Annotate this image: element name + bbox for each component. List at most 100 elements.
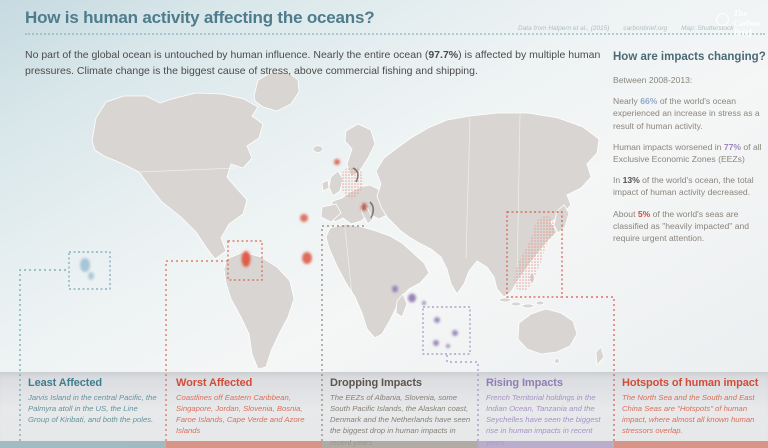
stat-text: In: [613, 175, 623, 186]
korea-strait-patch: [546, 224, 554, 238]
bar-worst-affected: [166, 441, 322, 448]
legend-title: Hotspots of human impact: [622, 377, 759, 389]
cape-verde-red-dot: [302, 252, 312, 264]
legend-color-bars: [0, 441, 768, 448]
page-title: How is human activity affecting the ocea…: [25, 8, 375, 27]
tasmania: [554, 358, 560, 364]
legend-title: Dropping Impacts: [330, 377, 422, 389]
carbon-brief-logo-icon: [715, 13, 729, 26]
legend-title: Least Affected: [28, 377, 102, 389]
tanzania-purple-dot: [392, 285, 398, 293]
legend-band: Least Affected Jarvis Island in the cent…: [0, 372, 768, 448]
legend-body: Coastlines off Eastern Caribbean, Singap…: [176, 393, 305, 436]
dark-coastline-markers: [352, 167, 375, 219]
caribbean-island: [230, 245, 234, 249]
stat-value: 13%: [622, 175, 640, 186]
north-america-landmass: [91, 92, 264, 260]
adriatic-red-dot: [361, 203, 367, 211]
credit-site: carbonbrief.org: [623, 25, 668, 32]
stat-value: 77%: [723, 141, 742, 152]
logo-line: The: [733, 8, 748, 18]
worst-affected-connector: [165, 260, 228, 441]
carbon-brief-logo-text: The Carbon Brief: [733, 8, 760, 38]
indonesia-island: [510, 301, 522, 307]
sidebar-period: Between 2008-2013:: [613, 75, 693, 85]
stat-text: About: [613, 208, 638, 219]
iceland: [312, 145, 324, 153]
stat-text: of all Exclusive Economic Zones (EEZs): [613, 141, 762, 165]
legend-title: Worst Affected: [176, 377, 253, 389]
legend-body: Jarvis Island in the central Pacific, th…: [28, 393, 157, 425]
credit-source: Data from Halpern et al., (2015): [518, 25, 610, 32]
logo-line: Brief: [733, 27, 752, 38]
azores-red-dot: [300, 214, 308, 222]
stat-text: Nearly: [613, 96, 641, 107]
legend-title: Rising Impacts: [486, 377, 563, 389]
credit-map: Map: Shutterstock: [681, 25, 734, 32]
indonesia-island: [498, 297, 512, 303]
carbon-brief-logo: The Carbon Brief: [715, 8, 760, 38]
hotspots-connector: [562, 296, 615, 441]
denmark-marker: [352, 167, 359, 183]
sidebar-heading: How are impacts changing?: [613, 51, 766, 63]
country-borders: [139, 113, 521, 296]
intro-text: No part of the global ocean is untouched…: [25, 49, 429, 61]
bar-rising-impacts: [478, 441, 614, 448]
greenland-landmass: [253, 71, 300, 112]
stat-text: of the world's ocean experienced an incr…: [613, 96, 760, 131]
stat-text: Human impacts worsened in: [613, 141, 724, 152]
adriatic-marker: [369, 201, 375, 219]
bar-least-affected: [0, 441, 166, 448]
legend-body: The North Sea and the South and East Chi…: [622, 393, 755, 436]
south-america-landmass: [223, 251, 295, 370]
seychelles-purple-dot: [408, 293, 416, 303]
indian-ocean-purple-dot: [452, 330, 458, 336]
legend-col-least-affected: Least Affected Jarvis Island in the cent…: [28, 377, 160, 425]
stat-value: 5%: [637, 208, 651, 219]
rising-impacts-box: [422, 306, 471, 355]
impact-dots: [80, 159, 458, 348]
china-seas-hotspot-patch: [514, 216, 555, 292]
caribbean-island: [236, 247, 240, 251]
madagascar: [395, 293, 408, 318]
least-affected-connector: [19, 269, 69, 441]
intro-paragraph: No part of the global ocean is untouched…: [25, 48, 613, 80]
stat-decrease: In 13% of the world's ocean, the total i…: [613, 174, 766, 198]
bar-dropping-impacts: [322, 441, 478, 448]
bar-hotspots: [614, 441, 768, 448]
indonesia-island: [535, 300, 545, 306]
australia-landmass: [517, 308, 578, 355]
stat-eez: Human impacts worsened in 77% of all Exc…: [613, 141, 766, 165]
iberia: [320, 203, 342, 223]
stat-text: of the world's ocean, the total impact o…: [613, 175, 754, 198]
continents: [91, 71, 605, 370]
new-zealand: [595, 346, 605, 366]
impacts-sidebar: How are impacts changing? Between 2008-2…: [613, 51, 766, 253]
indonesia-island: [521, 303, 535, 309]
indian-ocean-purple-dot: [433, 340, 439, 346]
indian-ocean-purple-dot: [434, 317, 440, 323]
indian-ocean-purple-dot: [446, 344, 450, 348]
indian-ocean-purple-dot: [422, 301, 426, 305]
line-group-blue-dot: [88, 272, 94, 280]
stat-text: of the world's seas are classified as "h…: [613, 208, 750, 244]
least-affected-box: [68, 251, 111, 290]
credits: Data from Halpern et al., (2015) carbonb…: [518, 25, 734, 32]
ireland: [321, 179, 330, 192]
stat-heavily-impacted: About 5% of the world's seas are classif…: [613, 208, 766, 245]
hotspot-china-seas-box: [506, 211, 563, 298]
faroe-islands-red-dot: [334, 159, 340, 165]
dropping-impacts-connector: [321, 225, 367, 441]
intro-text: ) is affected by multiple human pressure…: [25, 49, 601, 77]
stat-increase: Nearly 66% of the world's ocean experien…: [613, 95, 766, 132]
logo-line: Carbon: [733, 17, 760, 28]
eastern-caribbean-red-dot: [241, 251, 251, 267]
legend-col-worst-affected: Worst Affected Coastlines off Eastern Ca…: [176, 377, 314, 437]
intro-highlight-percent: 97.7%: [428, 49, 459, 61]
stat-value: 66%: [640, 96, 658, 107]
header-dotted-rule: [25, 33, 765, 35]
rising-impacts-connector: [446, 354, 479, 441]
legend-col-hotspots: Hotspots of human impact The North Sea a…: [622, 377, 762, 437]
